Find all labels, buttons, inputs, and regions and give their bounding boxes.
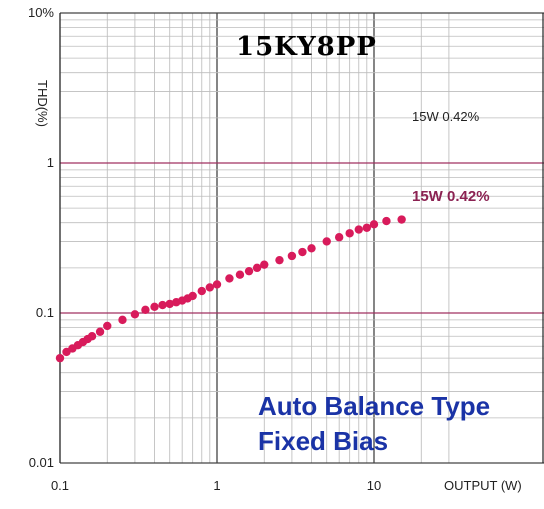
data-point	[362, 223, 372, 232]
data-point	[287, 251, 297, 261]
chart-title: 15KY8PP	[236, 32, 377, 62]
data-point	[188, 291, 197, 301]
data-point	[95, 327, 105, 336]
x-tick-label: 0.1	[51, 478, 69, 493]
tick-labels: 10% 1 0.1 0.01 0.1 1 10	[28, 5, 381, 493]
data-point	[165, 299, 174, 309]
data-point	[55, 353, 65, 363]
data-point	[322, 237, 331, 246]
y-tick-label: 10%	[28, 5, 54, 20]
data-point	[369, 220, 379, 229]
data-point	[345, 229, 354, 238]
data-point	[212, 280, 222, 289]
data-point	[103, 321, 112, 331]
y-axis-label: THD(%)	[35, 80, 50, 127]
data-point	[235, 270, 245, 279]
data-point	[118, 315, 127, 325]
x-tick-label: 10	[367, 478, 381, 493]
data-point	[197, 286, 206, 296]
data-point	[354, 225, 363, 234]
annotation-note: 15W 0.42%	[412, 109, 480, 124]
x-tick-label: 1	[213, 478, 220, 493]
grid	[59, 12, 544, 464]
data-point	[225, 274, 234, 283]
data-point	[397, 215, 406, 224]
data-point	[150, 302, 159, 311]
y-tick-label: 1	[47, 155, 54, 170]
data-point	[260, 260, 269, 269]
data-point	[307, 244, 316, 253]
data-point	[205, 283, 215, 292]
annotation-note-red: 15W 0.42%	[412, 188, 490, 205]
x-axis-label: OUTPUT (W)	[444, 478, 522, 493]
data-point	[141, 305, 150, 315]
data-point	[298, 247, 307, 257]
data-point	[158, 300, 167, 310]
data-point	[382, 216, 391, 226]
annotation-fixed-bias: Fixed Bias	[258, 426, 388, 456]
data-point	[275, 255, 284, 265]
y-tick-label: 0.1	[36, 305, 54, 320]
data-point	[130, 310, 140, 319]
data-point	[87, 332, 97, 341]
data-series	[55, 215, 406, 363]
data-point	[244, 266, 254, 276]
y-tick-label: 0.01	[29, 455, 54, 470]
data-point	[252, 263, 262, 273]
annotation-auto-balance: Auto Balance Type	[258, 391, 490, 421]
data-point	[334, 233, 344, 242]
